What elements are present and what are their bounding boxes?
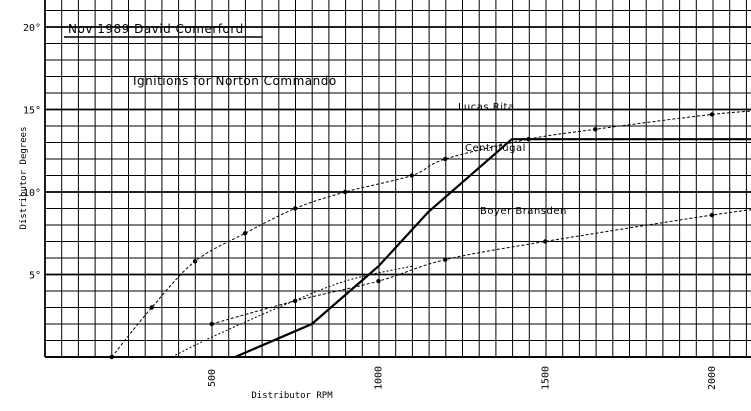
data-point-lucas-rita [593, 127, 598, 132]
data-point-lucas-rita [342, 189, 348, 195]
data-point-lucas-rita [109, 354, 114, 360]
data-point-boyer-bransden [292, 298, 298, 304]
chart-grid [44, 0, 751, 358]
y-tick-label: 5° [29, 271, 41, 282]
x-tick-label: 1000 [374, 366, 385, 390]
series-label-lucas-rita: Lucas Rita [458, 102, 515, 113]
y-tick-label: 10° [23, 188, 41, 199]
chart-markers [109, 112, 715, 360]
date-author-note: Nov 1989 David Comerford [68, 22, 244, 36]
series-line-centrifugal [234, 138, 751, 359]
data-point-boyer-bransden [543, 239, 548, 244]
x-tick-label: 2000 [707, 366, 718, 390]
series-line-unlabeled [171, 265, 412, 358]
data-point-boyer-bransden [709, 212, 715, 218]
y-tick-label: 15° [23, 106, 41, 117]
data-point-lucas-rita [242, 231, 248, 236]
data-point-lucas-rita [443, 156, 448, 162]
x-tick-label: 1500 [540, 366, 551, 390]
y-axis-ticks: 5° 10° 15° 20° [23, 23, 41, 282]
data-point-lucas-rita [292, 206, 298, 211]
data-point-boyer-bransden [209, 321, 214, 327]
data-point-lucas-rita [526, 137, 531, 142]
x-axis-title: Distributor RPM [251, 391, 333, 401]
chart-title: Ignitions for Norton Commando [133, 74, 337, 88]
series-line-boyer-bransden [211, 209, 751, 325]
y-axis-title: Distributor Degrees [19, 127, 29, 230]
series-label-boyer-bransden: Boyer Bransden [480, 206, 567, 217]
y-tick-label: 20° [23, 23, 41, 34]
data-point-lucas-rita [192, 259, 198, 264]
data-point-lucas-rita [149, 305, 154, 310]
data-point-boyer-bransden [443, 257, 448, 262]
data-point-lucas-rita [409, 173, 415, 178]
series-label-centrifugal: Centrifugal [465, 143, 526, 154]
series-line-lucas-rita [111, 110, 751, 358]
data-point-lucas-rita [709, 112, 715, 117]
data-point-boyer-bransden [376, 278, 381, 284]
x-axis-ticks: 50010001500200025003000 [207, 366, 718, 390]
chart-curves [111, 110, 751, 359]
x-tick-label: 500 [207, 369, 218, 387]
